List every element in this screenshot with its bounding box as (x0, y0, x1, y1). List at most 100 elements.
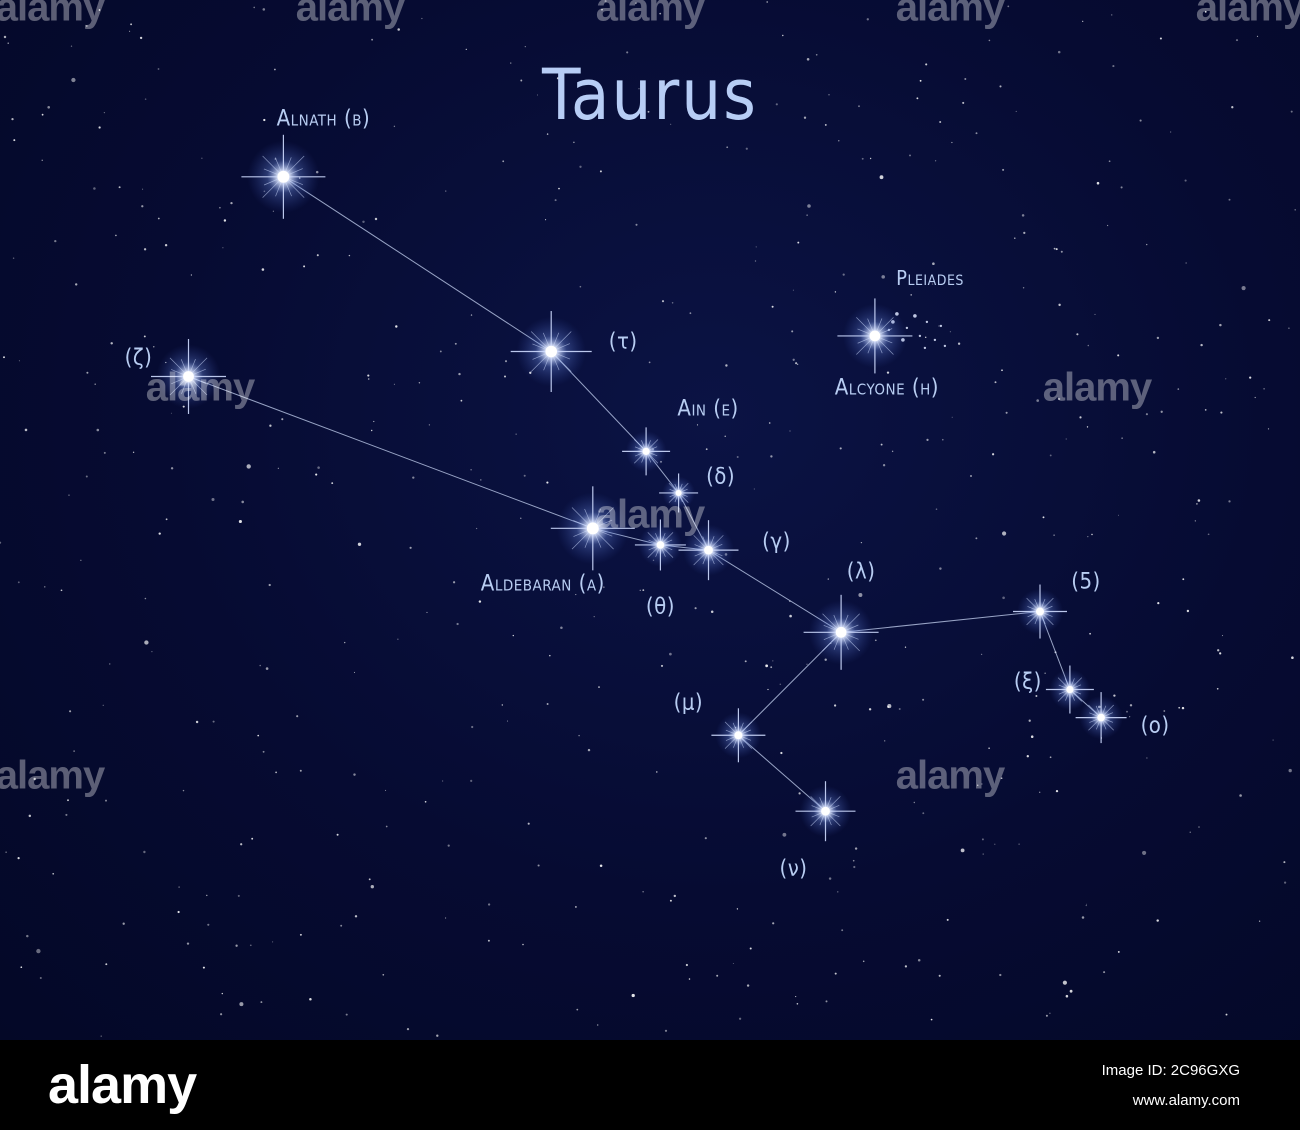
background-star (368, 878, 371, 881)
background-star (501, 704, 503, 706)
pleiades-star (923, 346, 927, 350)
background-star (631, 993, 635, 998)
background-star (1198, 826, 1200, 828)
background-star (60, 589, 63, 592)
background-star (546, 133, 549, 135)
background-star (951, 141, 953, 144)
background-star (98, 9, 101, 11)
background-star (436, 1034, 439, 1037)
background-star (71, 77, 76, 83)
background-star (1129, 704, 1133, 707)
background-star (1030, 735, 1034, 738)
background-star (1181, 706, 1185, 710)
background-star (1007, 5, 1010, 8)
background-star (80, 559, 82, 561)
background-star (235, 944, 238, 947)
background-star (13, 139, 16, 142)
background-star (1065, 994, 1069, 998)
background-star (299, 933, 302, 936)
background-star (75, 283, 78, 286)
background-star (922, 698, 925, 701)
background-star (1014, 237, 1016, 239)
background-star (981, 838, 984, 841)
background-star (881, 275, 885, 279)
background-star (412, 476, 415, 479)
background-star (1036, 399, 1039, 402)
background-star (246, 464, 251, 469)
background-star (939, 567, 942, 570)
star-delta (659, 473, 699, 513)
background-star (797, 241, 800, 244)
background-star (1204, 10, 1207, 13)
background-star (537, 864, 540, 867)
background-star (806, 58, 810, 61)
watermark: alamy (895, 0, 1005, 30)
background-star (775, 103, 778, 106)
background-star (1268, 319, 1271, 322)
background-star (789, 430, 791, 432)
background-star (1235, 39, 1239, 42)
background-star (139, 36, 143, 40)
background-star (1094, 313, 1096, 315)
background-star (1120, 186, 1123, 189)
background-star (704, 837, 707, 840)
background-star (18, 360, 20, 362)
background-star (1200, 343, 1203, 347)
background-star (1117, 354, 1120, 357)
background-star (994, 381, 997, 384)
background-star (874, 639, 877, 642)
background-star (465, 48, 467, 51)
background-star (828, 94, 830, 96)
background-star (970, 475, 972, 477)
star-nu (795, 781, 856, 842)
constellation-stars (151, 134, 1127, 842)
star-alpha (550, 486, 635, 571)
background-star (238, 519, 242, 524)
background-star (190, 274, 193, 276)
background-star (118, 186, 121, 189)
pleiades-star (925, 320, 929, 324)
background-star (424, 800, 427, 803)
page-title: Taurus (542, 54, 758, 136)
pleiades-star (913, 314, 917, 318)
background-star (105, 963, 108, 966)
background-star (1069, 989, 1073, 993)
background-star (766, 1, 769, 3)
background-star (635, 223, 638, 226)
background-star (1288, 768, 1292, 773)
background-star (866, 18, 869, 21)
image-id-text: Image ID: 2C96GXG (1101, 1062, 1240, 1079)
star-label-alpha: Aldebaran (α) (480, 571, 605, 597)
background-star (1002, 531, 1007, 536)
background-star (158, 532, 161, 535)
background-star (689, 312, 692, 315)
background-star (452, 581, 456, 584)
background-star (579, 285, 582, 288)
background-star (362, 220, 365, 224)
background-star (925, 63, 928, 66)
pleiades-label: Pleiades (896, 266, 964, 290)
background-star (1106, 224, 1109, 227)
background-star (688, 978, 691, 980)
background-star (661, 300, 665, 303)
background-star (949, 331, 952, 333)
background-star (257, 734, 260, 737)
star-label-nu: (ν) (779, 856, 808, 882)
background-star (749, 947, 752, 950)
background-star (447, 844, 450, 847)
background-star (988, 747, 990, 749)
background-star (938, 974, 941, 977)
background-star (470, 469, 472, 471)
background-star (999, 973, 1002, 977)
background-star (862, 960, 865, 963)
background-star (93, 187, 96, 190)
watermark: alamy (295, 0, 405, 30)
background-star (642, 891, 644, 893)
background-star (833, 704, 837, 707)
background-star (882, 464, 886, 467)
background-star (1291, 656, 1294, 659)
background-star (268, 583, 271, 587)
background-star (374, 217, 378, 221)
background-star (371, 38, 374, 41)
background-star (460, 399, 463, 402)
